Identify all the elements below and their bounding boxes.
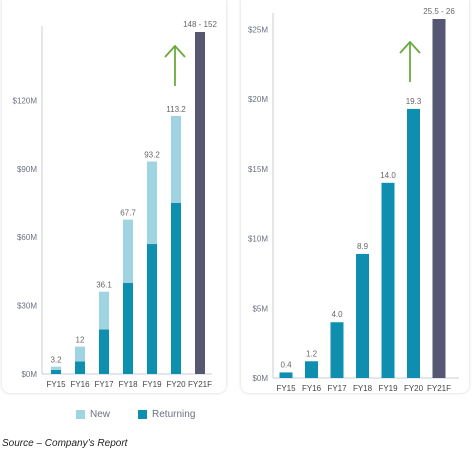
x-tick-label: FY18 [118,380,138,389]
data-label: 1.2 [306,349,318,358]
x-tick-label: FY21F [427,384,451,393]
bar [305,361,318,378]
data-label: 0.4 [280,360,292,369]
bar [381,182,395,378]
y-tick-label: $0M [252,374,268,383]
y-tick-label: $20M [248,95,268,104]
bar-forecast [432,19,446,378]
bar-segment-new [75,346,85,362]
data-label: 19.3 [406,97,422,106]
data-label: 67.7 [120,209,136,218]
x-tick-label: FY15 [46,380,66,389]
data-label: 93.2 [144,151,160,160]
legend-item-new: New [76,409,110,420]
y-tick-label: $120M [13,96,38,105]
bar [279,372,293,378]
x-tick-label: FY16 [70,380,90,389]
y-tick-label: $0M [21,370,37,379]
y-tick-label: $25M [248,25,268,34]
data-label: 12 [76,336,85,345]
x-tick-label: FY17 [327,384,347,393]
bar [330,322,344,378]
bar-segment-new [51,366,61,370]
data-label: 113.2 [166,105,186,114]
bar-forecast [195,32,205,374]
legend-label-new: New [90,409,111,420]
x-tick-label: FY20 [166,380,186,389]
bar [407,108,420,379]
x-tick-label: FY18 [353,384,373,393]
bar-segment-new [147,161,157,245]
x-tick-label: FY19 [378,384,398,393]
data-label: 14.0 [380,171,396,180]
bar-segment-returning [123,282,133,374]
legend: New Returning [76,409,223,420]
y-tick-label: $10M [248,235,268,244]
data-label: 3.2 [50,356,62,365]
bar-segment-returning [99,329,109,374]
data-label-forecast: 148 - 152 [183,20,217,29]
bar-segment-returning [171,203,181,374]
x-tick-label: FY15 [276,384,296,393]
x-tick-label: FY17 [94,380,114,389]
revenue-chart-panel: $0M $30M $60M $90M $120M FY15 3.2 FY16 12 FY17 36.… [2,0,226,393]
bar-segment-returning [51,369,61,374]
legend-swatch-returning [138,410,148,419]
source-note: Source – Company’s Report [2,438,128,449]
y-tick-label: $30M [17,302,37,311]
secondary-bar-chart: $0M $5M $10M $15M $20M $25M FY15 0.4 FY16 1.2 FY17… [248,7,459,393]
bar [356,253,369,378]
bar-segment-returning [75,361,85,374]
revenue-stacked-bar-chart: $0M $30M $60M $90M $120M FY15 3.2 FY16 12 FY17 36.… [13,20,218,389]
bar-segment-new [171,115,181,203]
data-label: 8.9 [357,242,369,251]
data-label: 4.0 [331,310,343,319]
y-tick-label: $15M [248,165,268,174]
y-tick-label: $5M [252,304,268,313]
legend-label-returning: Returning [152,409,196,420]
y-tick-label: $90M [17,165,37,174]
x-tick-label: FY21F [188,380,212,389]
x-tick-label: FY16 [302,384,322,393]
y-tick-label: $60M [17,233,37,242]
x-tick-label: FY19 [142,380,162,389]
secondary-chart-panel: $0M $5M $10M $15M $20M $25M FY15 0.4 FY16 1.2 FY17… [241,0,469,393]
data-label-forecast: 25.5 - 26 [423,7,455,16]
x-tick-label: FY20 [404,384,424,393]
bar-segment-new [123,219,133,283]
data-label: 36.1 [96,281,112,290]
growth-arrow-head-icon [399,40,421,54]
growth-arrow-head-icon [164,44,186,58]
legend-swatch-new [76,410,85,419]
bar-segment-new [99,291,109,330]
bar-segment-returning [147,244,157,374]
legend-item-returning: Returning [138,409,195,420]
